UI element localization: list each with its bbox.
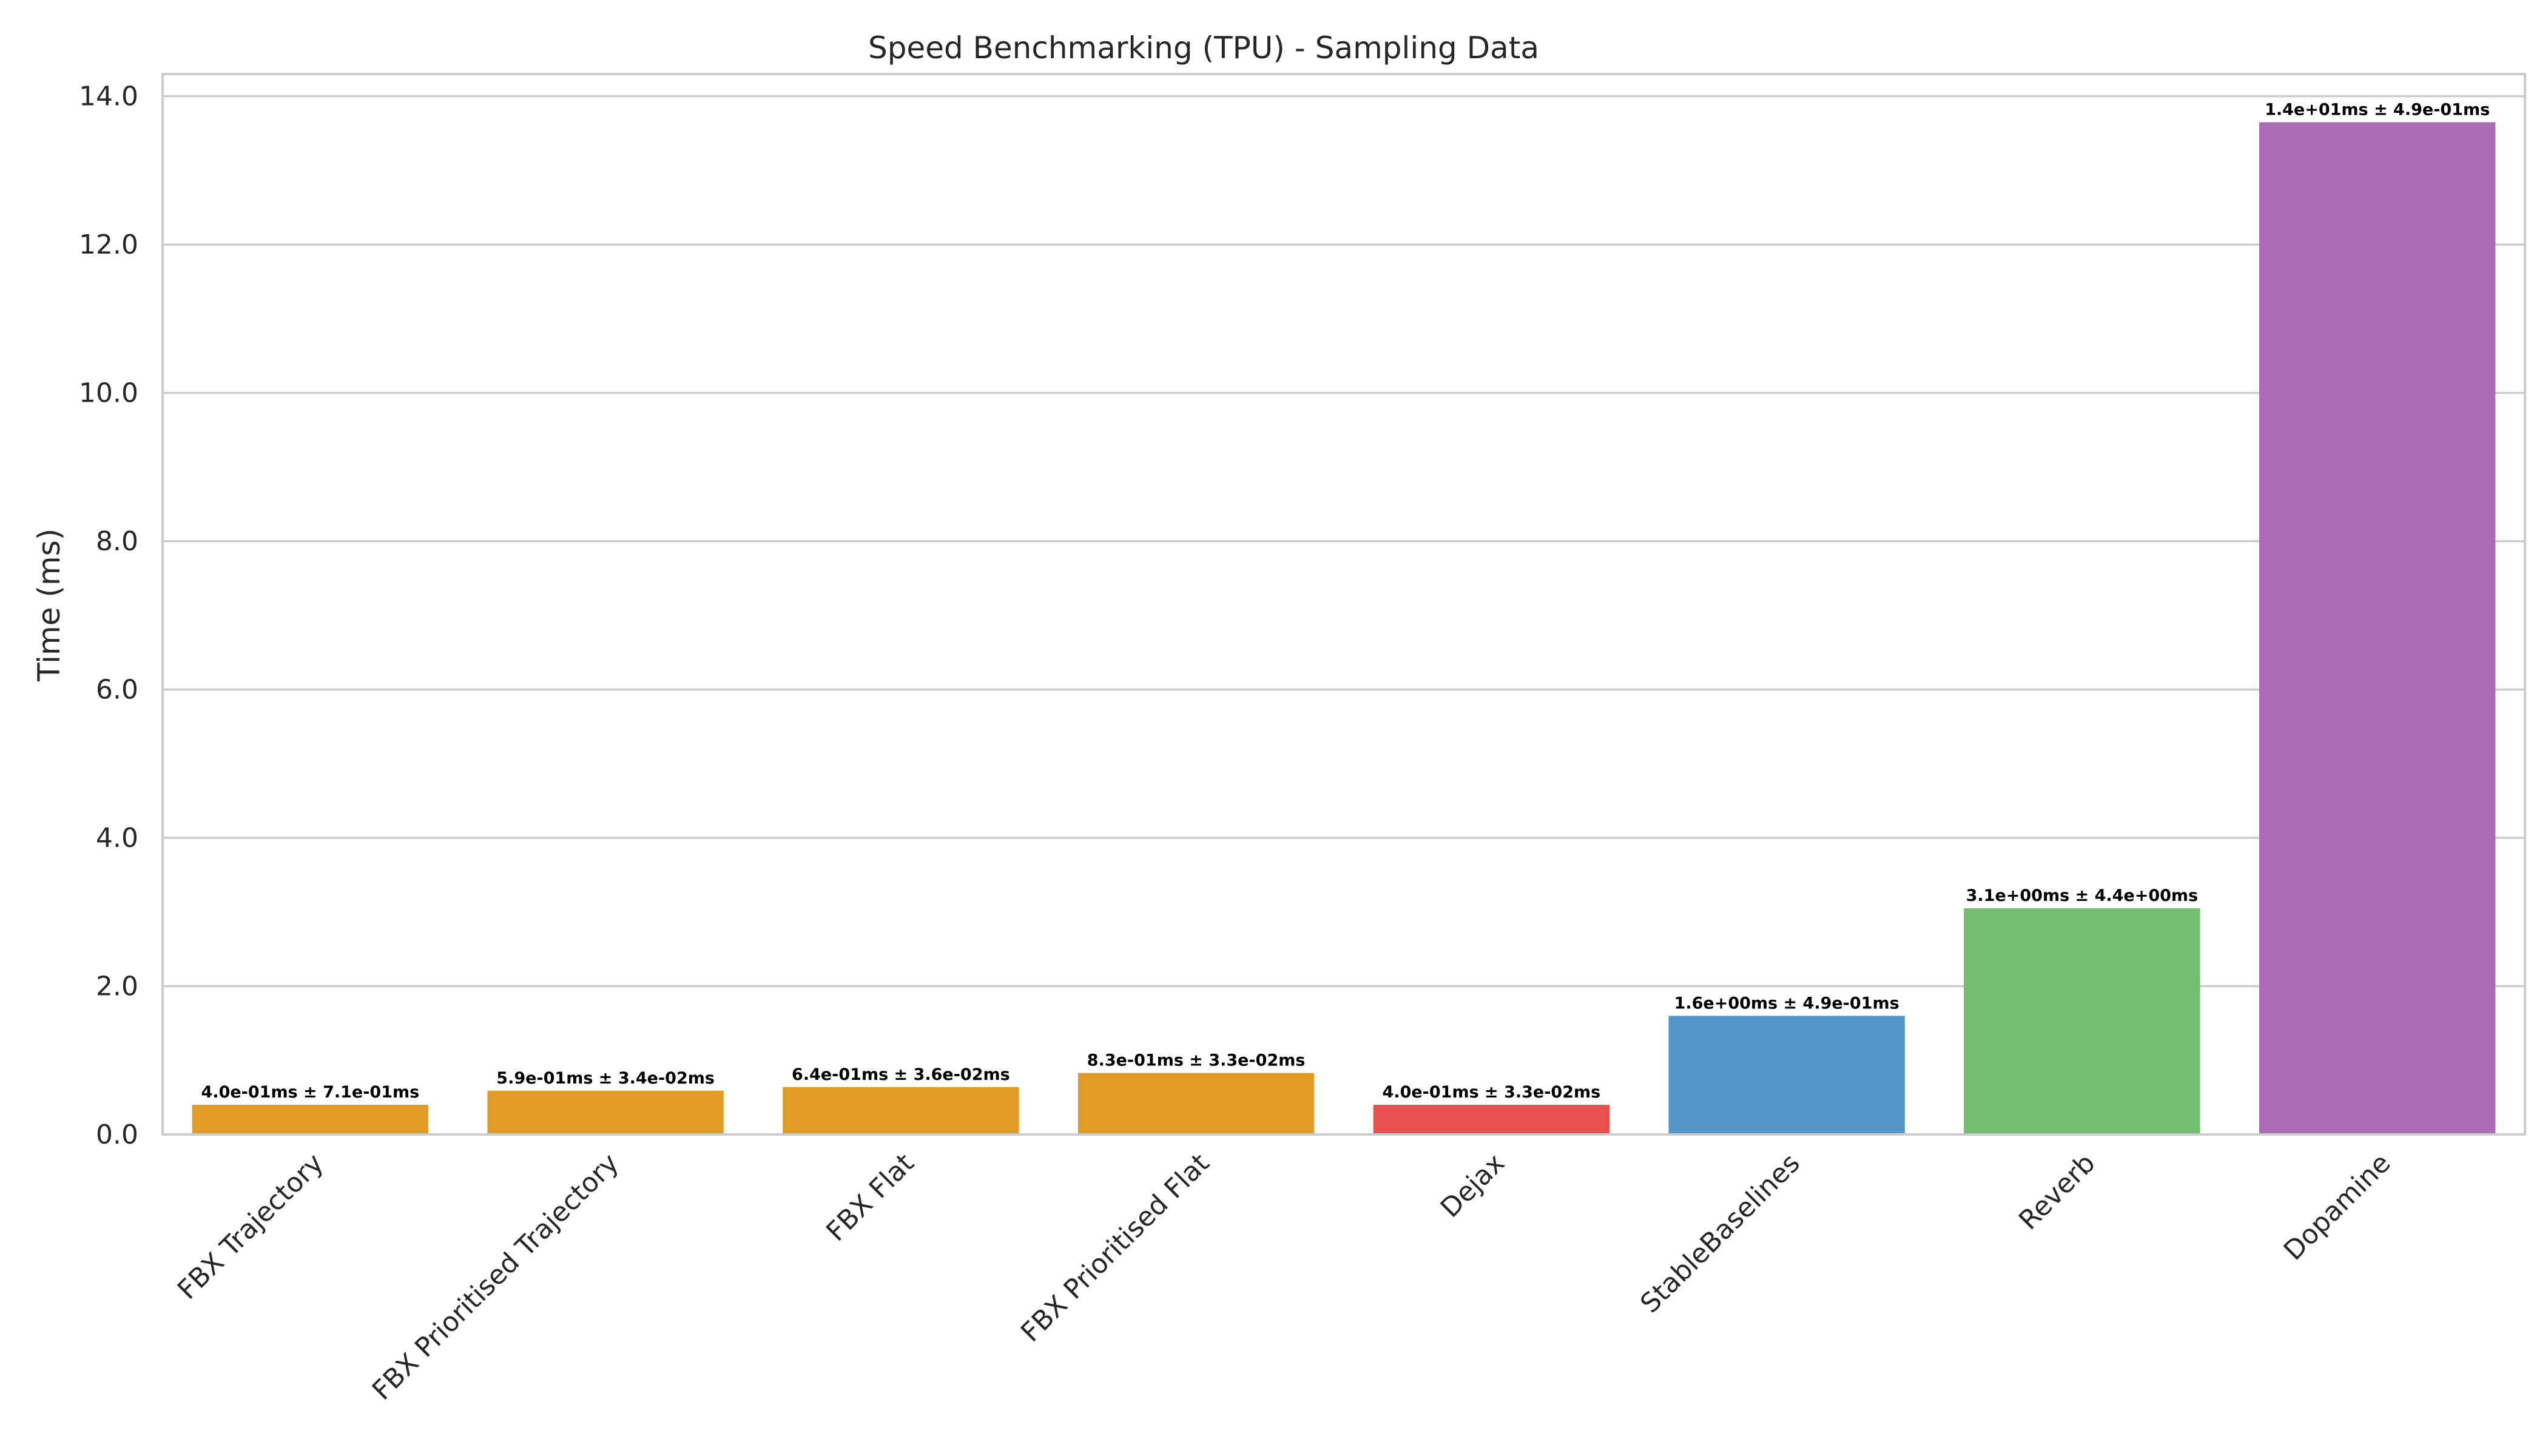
bar-value-label: 1.6e+00ms ± 4.9e-01ms bbox=[1674, 994, 1899, 1013]
bars bbox=[192, 122, 2496, 1134]
bar-value-label: 3.1e+00ms ± 4.4e+00ms bbox=[1966, 886, 2199, 905]
x-tick-label: FBX Trajectory bbox=[172, 1148, 329, 1306]
bar-value-label: 6.4e-01ms ± 3.6e-02ms bbox=[792, 1065, 1010, 1084]
bar bbox=[2259, 122, 2496, 1134]
bar-value-label: 4.0e-01ms ± 7.1e-01ms bbox=[201, 1083, 420, 1102]
bar bbox=[487, 1090, 724, 1134]
bar-value-label: 5.9e-01ms ± 3.4e-02ms bbox=[496, 1069, 715, 1088]
plot-frame bbox=[161, 73, 2526, 1136]
gridlines bbox=[163, 95, 2525, 1136]
x-tick-label: Dejax bbox=[1435, 1148, 1511, 1224]
y-tick-label: 10.0 bbox=[79, 378, 138, 409]
bar bbox=[1668, 1016, 1905, 1134]
y-tick-label: 2.0 bbox=[96, 971, 138, 1002]
bar bbox=[1077, 1073, 1315, 1134]
bar bbox=[1964, 908, 2200, 1134]
bar bbox=[1373, 1105, 1610, 1134]
y-tick-label: 0.0 bbox=[96, 1119, 138, 1150]
x-tick-label: FBX Prioritised Trajectory bbox=[366, 1148, 625, 1406]
bar bbox=[783, 1087, 1019, 1134]
bar bbox=[192, 1105, 429, 1134]
x-tick-label: Dopamine bbox=[2278, 1148, 2397, 1267]
x-tick-label: FBX Flat bbox=[820, 1148, 920, 1247]
bar-value-label: 8.3e-01ms ± 3.3e-02ms bbox=[1087, 1051, 1306, 1070]
y-tick-label: 12.0 bbox=[79, 229, 138, 260]
y-tick-label: 14.0 bbox=[79, 81, 138, 112]
chart-title: Speed Benchmarking (TPU) - Sampling Data bbox=[868, 30, 1539, 66]
x-tick-label: Reverb bbox=[2013, 1148, 2101, 1236]
y-tick-label: 8.0 bbox=[96, 526, 138, 557]
bar-value-label: 4.0e-01ms ± 3.3e-02ms bbox=[1383, 1083, 1601, 1102]
x-axis-ticks: FBX Trajectory FBX Prioritised Trajectory… bbox=[172, 1148, 2396, 1406]
x-tick-label: FBX Prioritised Flat bbox=[1015, 1148, 1215, 1348]
x-tick-label: StableBaselines bbox=[1634, 1148, 1806, 1320]
bar-value-labels: 4.0e-01ms ± 7.1e-01ms 5.9e-01ms ± 3.4e-02… bbox=[201, 100, 2490, 1102]
bar-value-label: 1.4e+01ms ± 4.9e-01ms bbox=[2265, 100, 2490, 119]
y-axis-ticks: 0.0 2.0 4.0 6.0 8.0 10.0 12.0 14.0 bbox=[79, 81, 138, 1150]
y-tick-label: 6.0 bbox=[96, 675, 138, 706]
y-axis-label: Time (ms) bbox=[32, 528, 67, 682]
y-tick-label: 4.0 bbox=[96, 823, 138, 854]
